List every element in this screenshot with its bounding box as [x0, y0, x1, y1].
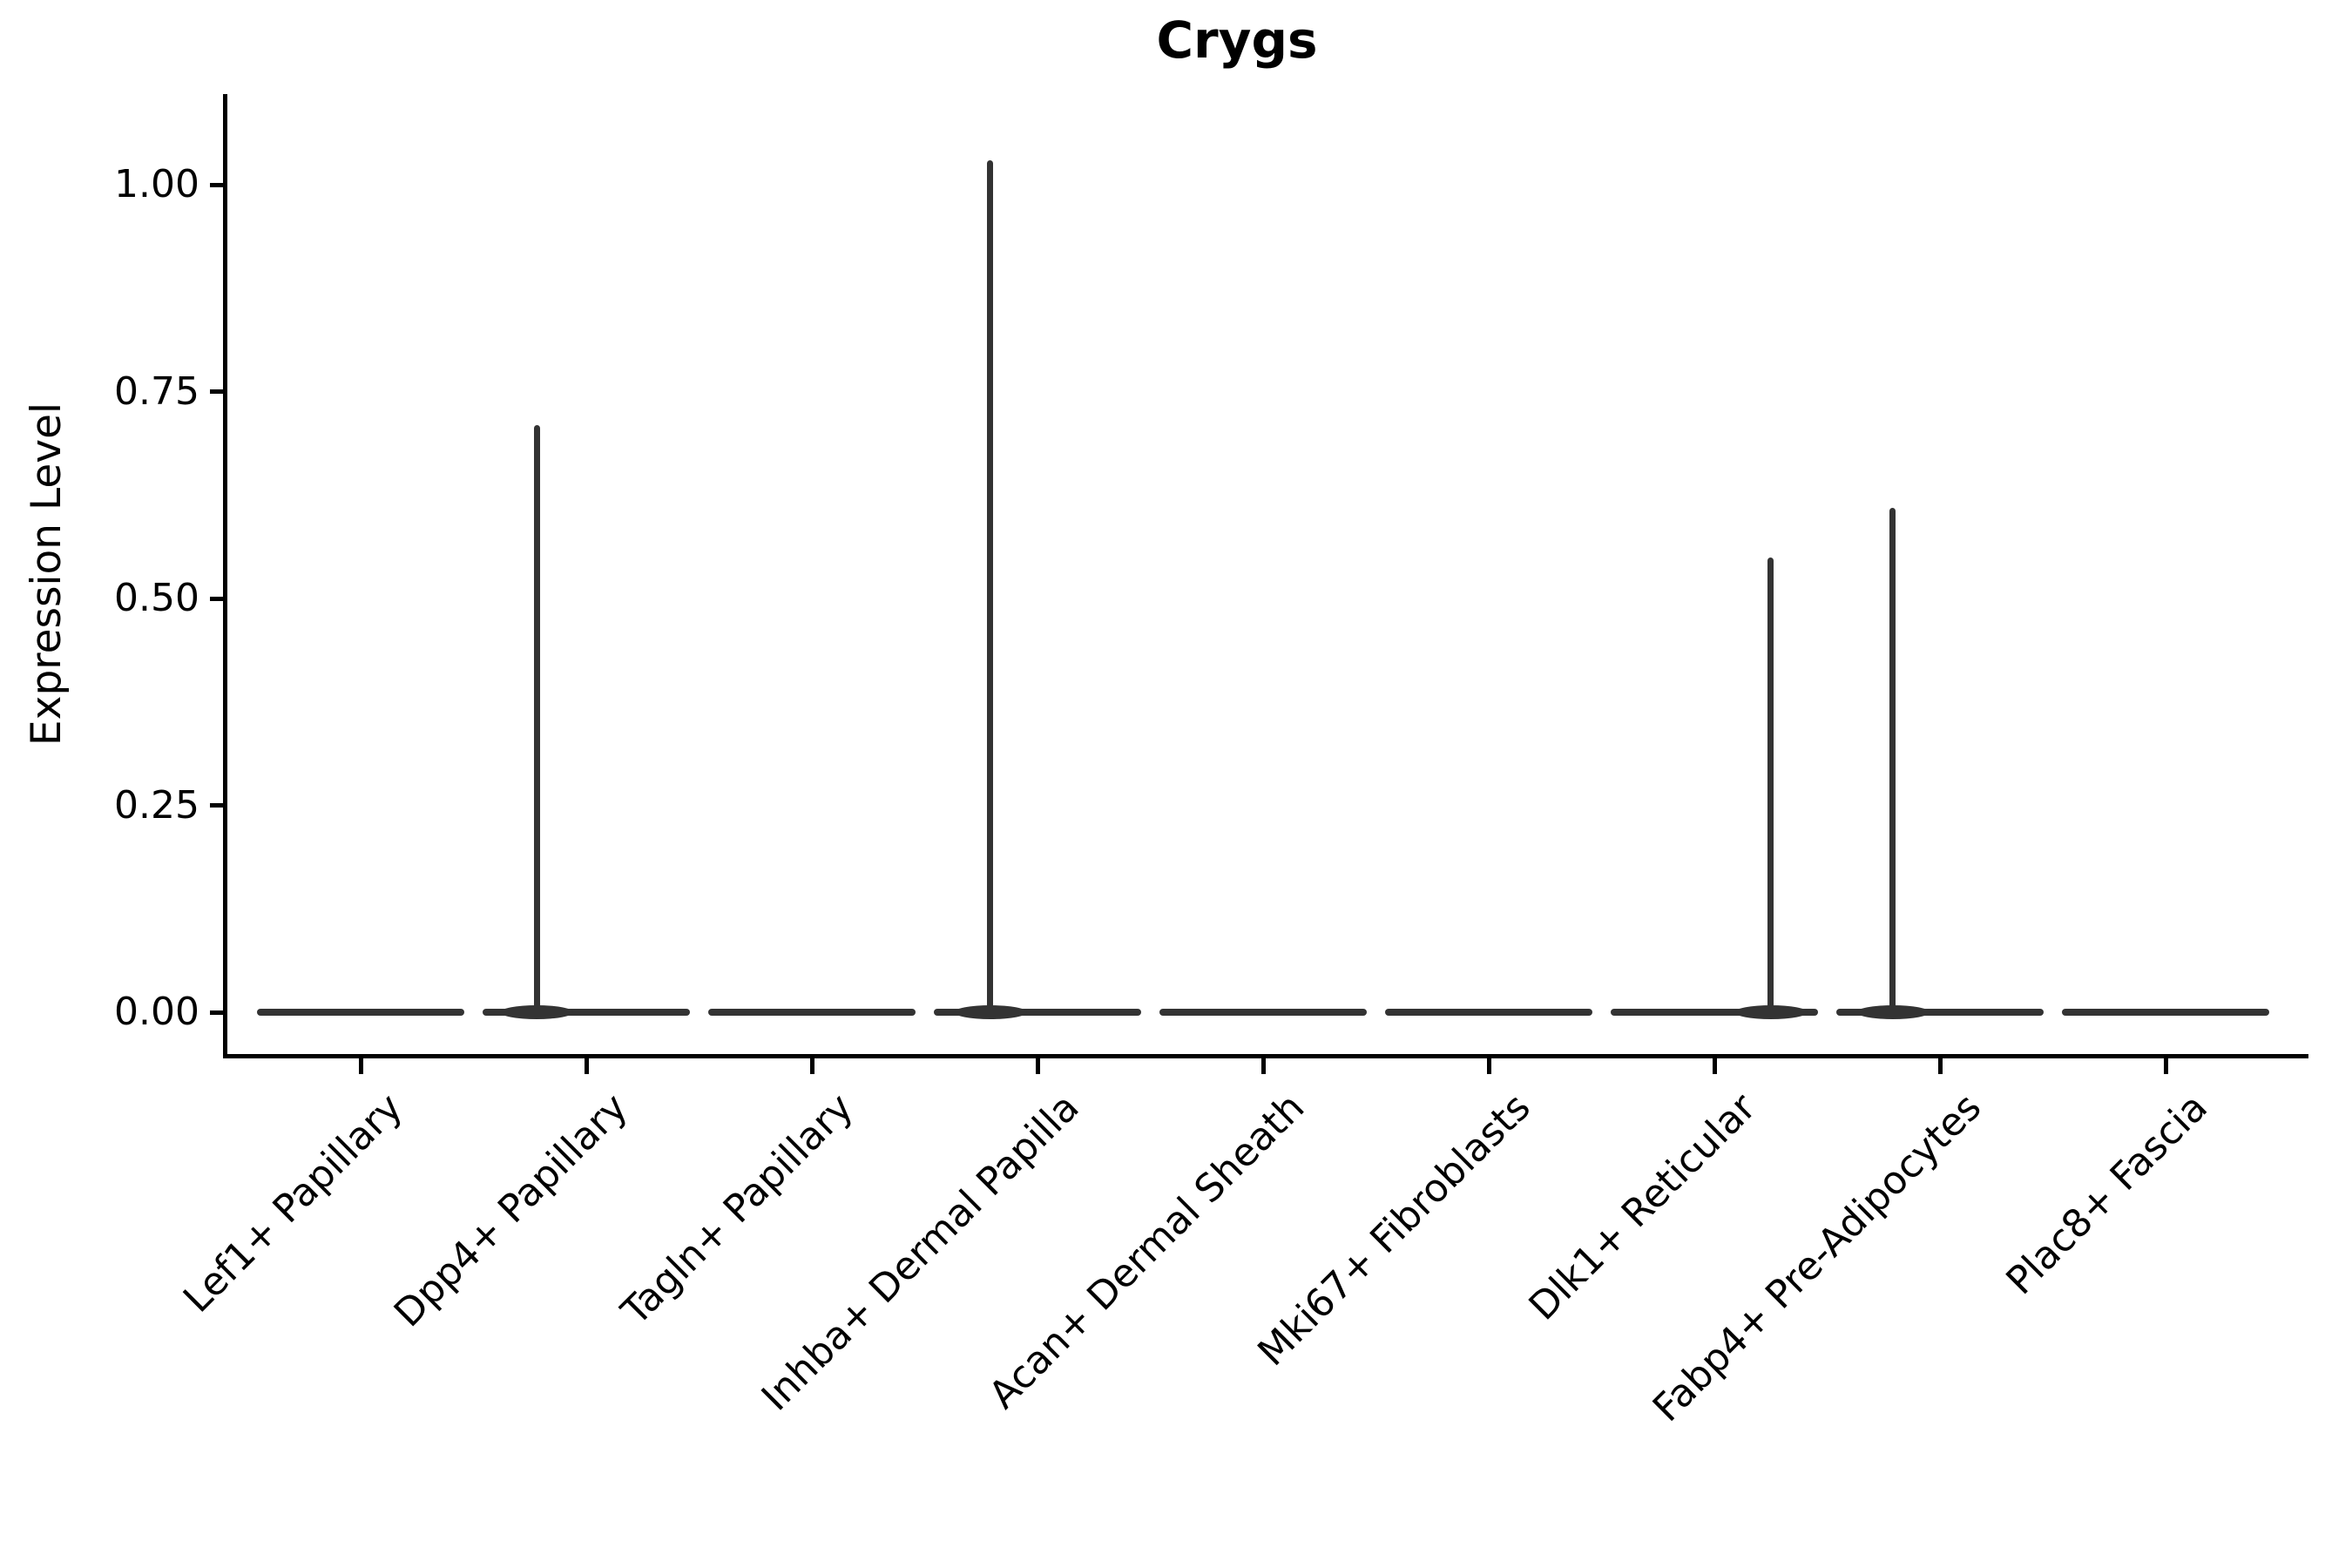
y-tick-mark [210, 389, 226, 394]
x-tick-mark [1486, 1058, 1491, 1074]
violin-baseline [2062, 1009, 2269, 1016]
y-tick-label: 1.00 [114, 162, 199, 206]
y-tick-mark [210, 803, 226, 808]
category-label: Dpp4+ Papillary [386, 1085, 637, 1336]
y-tick-mark [210, 1010, 226, 1015]
category-label: Tagln+ Papillary [613, 1085, 862, 1335]
y-tick-mark [210, 596, 226, 601]
x-tick-mark [1712, 1058, 1717, 1074]
x-tick-mark [1035, 1058, 1040, 1074]
x-tick-mark [584, 1058, 589, 1074]
violin-baseline [934, 1009, 1141, 1016]
chart-title: Crygs [1156, 10, 1318, 70]
y-tick-label: 0.75 [114, 368, 199, 414]
violin-baseline [257, 1009, 464, 1016]
y-tick-label: 0.50 [114, 576, 199, 620]
violin-baseline [1159, 1009, 1367, 1016]
violin-spike [1767, 557, 1774, 1016]
x-tick-mark [809, 1058, 814, 1074]
violin-spike [533, 424, 540, 1016]
violin-baseline [1611, 1009, 1818, 1016]
x-tick-mark [358, 1058, 363, 1074]
category-label: Plac8+ Fascia [1997, 1085, 2216, 1304]
x-tick-mark [1937, 1058, 1943, 1074]
violin-spike [987, 159, 994, 1016]
violin-baseline [483, 1009, 690, 1016]
x-axis-spine [223, 1054, 2308, 1058]
x-tick-mark [1260, 1058, 1266, 1074]
y-tick-label: 0.25 [114, 782, 199, 828]
category-label: Dlk1+ Reticular [1520, 1085, 1765, 1329]
violin-baseline [708, 1009, 916, 1016]
violin-baseline [1385, 1009, 1592, 1016]
x-tick-mark [2163, 1058, 2168, 1074]
y-axis-spine [223, 94, 227, 1058]
y-tick-mark [210, 182, 226, 187]
violin-spike [1889, 507, 1896, 1016]
y-tick-label: 0.00 [114, 990, 199, 1034]
violin-baseline [1836, 1009, 2044, 1016]
category-label: Lef1+ Papillary [174, 1085, 411, 1321]
